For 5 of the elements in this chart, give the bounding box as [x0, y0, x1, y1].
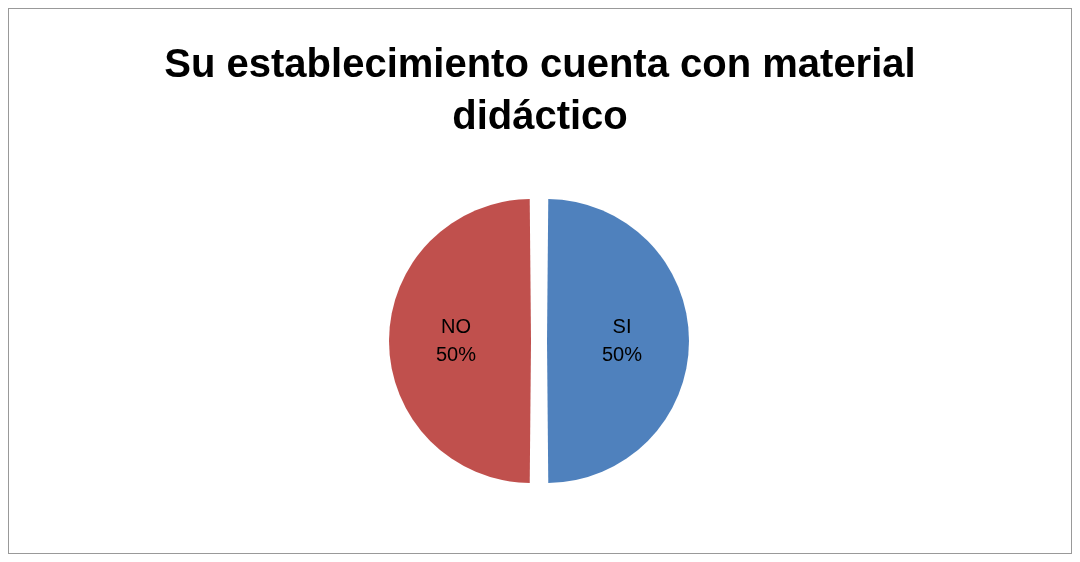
data-label: 50% — [601, 342, 643, 365]
chart-title: Su establecimiento cuenta con material didáctico — [163, 40, 917, 139]
slice-label: SI — [612, 314, 632, 337]
data-label: 50% — [435, 342, 477, 365]
slice-label: NO — [441, 314, 471, 337]
